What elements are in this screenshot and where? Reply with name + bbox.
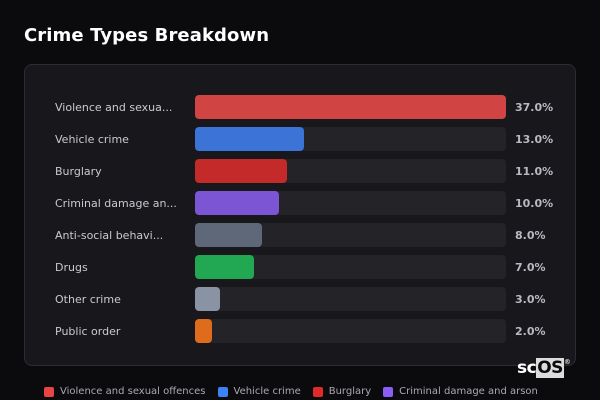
bar-row: Burglary 11.0% [25,159,575,183]
bar-row: Vehicle crime 13.0% [25,127,575,151]
bar-value: 10.0% [515,196,554,210]
bar-value: 11.0% [515,164,554,178]
bar-label: Public order [55,324,121,338]
bar-track [195,287,506,311]
bar-fill[interactable] [195,319,212,343]
legend-item[interactable]: Criminal damage and arson [383,386,538,397]
legend-swatch-icon [44,386,54,397]
legend-item[interactable]: Violence and sexual offences [44,386,206,397]
bar-value: 3.0% [515,292,546,306]
bar-fill[interactable] [195,127,305,151]
bar-value: 2.0% [515,324,546,338]
bar-fill[interactable] [195,191,280,215]
legend-swatch-icon [383,386,394,397]
bar-value: 37.0% [515,100,554,114]
bar-label: Drugs [55,260,88,274]
scos-logo: scOS® [517,358,571,378]
bar-label: Burglary [55,164,102,178]
bar-fill[interactable] [195,287,221,311]
bar-label: Vehicle crime [55,132,129,146]
bar-track [195,223,506,247]
bar-track [195,127,506,151]
legend-item[interactable]: Burglary [312,386,372,397]
bar-row: Criminal damage an... 10.0% [25,191,575,215]
legend-label: Vehicle crime [233,386,301,397]
bar-row: Public order 2.0% [25,319,575,343]
legend-label: Burglary [328,386,372,397]
chart-title: Crime Types Breakdown [24,25,270,46]
legend-item[interactable]: Vehicle crime [217,386,301,397]
legend-swatch-icon [312,386,323,397]
logo-prefix: sc [517,358,537,378]
bar-track [195,95,506,119]
legend-label: Criminal damage and arson [399,386,538,397]
bar-fill[interactable] [195,223,263,247]
bar-row: Drugs 7.0% [25,255,575,279]
bar-row: Other crime 3.0% [25,287,575,311]
bar-value: 13.0% [515,132,554,146]
bar-row: Anti-social behavi... 8.0% [25,223,575,247]
bar-value: 7.0% [515,260,546,274]
chart-legend: Violence and sexual offences Vehicle crim… [44,386,538,397]
bar-label: Anti-social behavi... [55,228,164,242]
registered-mark: ® [563,358,571,366]
legend-swatch-icon [217,386,228,397]
bar-track [195,319,506,343]
bar-fill[interactable] [195,95,506,119]
bar-track [195,159,506,183]
bar-label: Criminal damage an... [55,196,177,210]
bar-row: Violence and sexua... 37.0% [25,95,575,119]
bar-label: Violence and sexua... [55,100,173,114]
legend-label: Violence and sexual offences [60,386,206,397]
bar-track [195,255,506,279]
logo-boxed: OS [536,358,564,378]
chart-card: Violence and sexua... 37.0% Vehicle crime 1… [24,64,576,366]
bar-fill[interactable] [195,159,288,183]
bar-label: Other crime [55,292,121,306]
bar-fill[interactable] [195,255,254,279]
bar-track [195,191,506,215]
bar-value: 8.0% [515,228,546,242]
